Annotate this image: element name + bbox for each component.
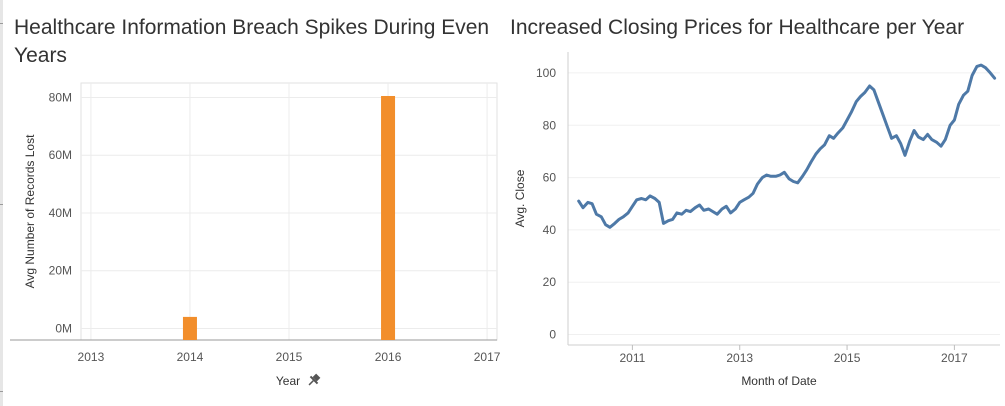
breach-y-tick-label: 80M — [49, 90, 72, 104]
chart-title-breach: Healthcare Information Breach Spikes Dur… — [14, 16, 490, 67]
price-x-tick-label: 2015 — [834, 351, 861, 365]
price-y-tick-label: 100 — [536, 66, 556, 80]
chart-title-price: Increased Closing Prices for Healthcare … — [510, 16, 965, 39]
price-y-tick-label: 20 — [543, 275, 557, 289]
price-series-line — [577, 63, 997, 229]
price-x-tick-label: 2017 — [941, 351, 968, 365]
price-x-tick-label: 2011 — [619, 351, 645, 365]
window-left-edge — [0, 0, 3, 406]
breach-y-tick-label: 40M — [49, 206, 72, 220]
price-y-axis-title: Avg. Close — [513, 169, 527, 227]
breach-x-tick-label: 2017 — [474, 350, 501, 364]
breach-bar-2016 — [381, 95, 396, 340]
price-y-tick-label: 0 — [549, 328, 556, 342]
breach-y-axis-title: Avg Number of Records Lost — [23, 134, 37, 289]
pin-icon-head — [312, 373, 321, 382]
pin-icon — [308, 373, 321, 386]
breach-y-tick-label: 60M — [49, 148, 72, 162]
breach-x-tick-label: 2016 — [375, 350, 402, 364]
breach-x-tick-label: 2014 — [177, 350, 204, 364]
pin-icon-collar — [309, 375, 319, 385]
breach-x-tick-label: 2015 — [276, 350, 303, 364]
price-y-tick-label: 60 — [543, 171, 557, 185]
breach-x-axis-title: Year — [276, 374, 300, 388]
pin-icon-needle — [308, 380, 314, 386]
price-line-chart: 0 20 40 60 80 100 2011 2013 2015 2017 Avg. Close Mo… — [513, 52, 1000, 388]
price-y-tick-label: 40 — [543, 223, 557, 237]
breach-bar-chart: 0M 20M 40M 60M 80M 2013 2014 2015 2016 2017 Avg Nu… — [10, 82, 501, 388]
price-y-tick-label: 80 — [543, 118, 557, 132]
breach-x-tick-label: 2013 — [78, 350, 105, 364]
price-x-axis-title: Month of Date — [741, 374, 817, 388]
price-x-tick-label: 2013 — [726, 351, 753, 365]
breach-y-tick-label: 20M — [49, 264, 72, 278]
breach-y-tick-label: 0M — [55, 321, 72, 335]
breach-bar-2014 — [182, 316, 197, 340]
